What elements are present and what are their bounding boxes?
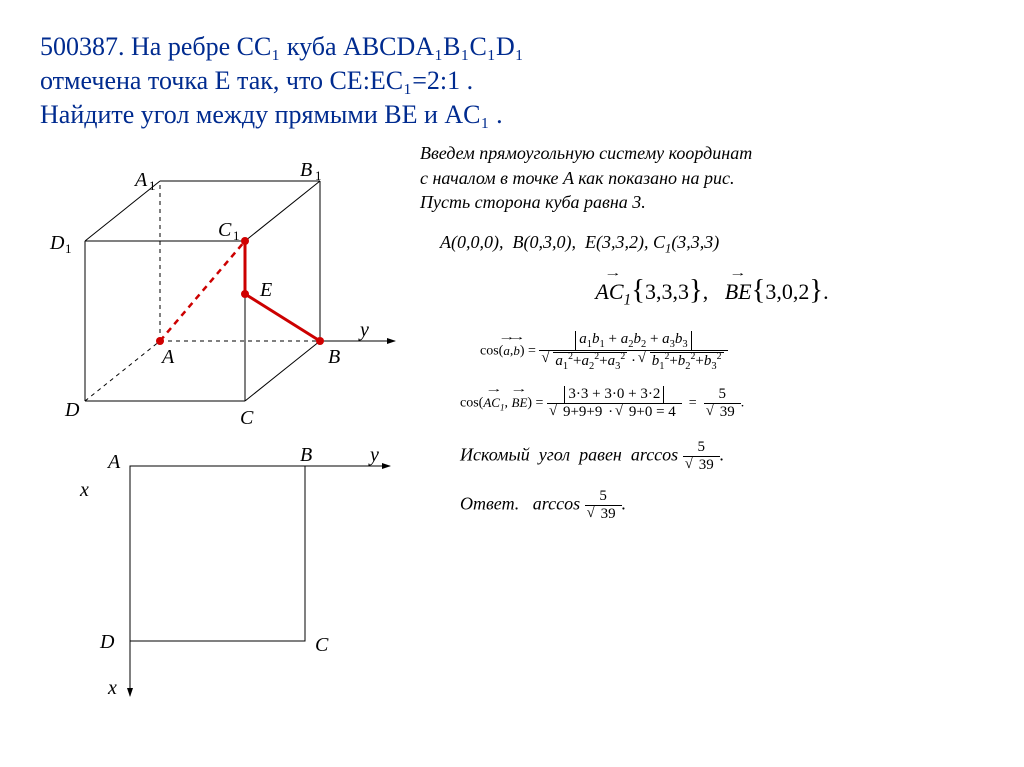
svg-text:1: 1 — [65, 241, 72, 256]
svg-text:1: 1 — [315, 168, 322, 183]
square-diagram: A B C D y x x — [40, 436, 410, 706]
svg-text:A: A — [106, 451, 121, 473]
points-coordinates: A(0,0,0), B(0,3,0), E(3,3,2), C1(3,3,3) — [420, 232, 984, 257]
svg-text:D: D — [64, 399, 80, 421]
svg-text:A: A — [160, 346, 175, 368]
problem-line2: отмечена точка E так, что CE:EC₁=2:1 . — [40, 66, 473, 95]
svg-text:B: B — [328, 346, 340, 368]
cube-diagram: A1 B1 C1 D1 A B C D E y — [40, 141, 410, 431]
svg-text:1: 1 — [149, 178, 156, 193]
svg-text:A: A — [133, 169, 148, 191]
svg-text:B: B — [300, 444, 312, 466]
svg-text:x: x — [107, 677, 117, 699]
svg-text:y: y — [368, 444, 379, 466]
cos-formula: cos(a,b) = a1b1 + a2b2 + a3b3 a12+a22+a3… — [420, 331, 984, 372]
svg-text:x: x — [79, 479, 89, 501]
diagrams-column: A1 B1 C1 D1 A B C D E y A B C D y — [40, 141, 410, 711]
svg-text:C: C — [240, 407, 254, 429]
problem-statement: 500387. На ребре CC₁ куба ABCDA₁B₁C₁D₁ о… — [40, 30, 984, 131]
answer-angle: Искомый угол равен arccos 5 39 . — [420, 439, 984, 474]
problem-line3: Найдите угол между прямыми BE и AC₁ . — [40, 100, 503, 129]
problem-line1: . На ребре CC₁ куба ABCDA₁B₁C₁D₁ — [118, 32, 524, 61]
solution-column: Введем прямоугольную систему координат с… — [420, 141, 984, 711]
vectors-line: AC13,3,3, BE3,0,2. — [420, 275, 984, 309]
svg-text:C: C — [218, 219, 232, 241]
svg-text:D: D — [99, 631, 115, 653]
svg-text:B: B — [300, 159, 312, 181]
svg-text:E: E — [259, 279, 272, 301]
final-answer: Ответ. arccos 5 39 . — [420, 488, 984, 523]
svg-text:D: D — [49, 232, 65, 254]
problem-number: 500387 — [40, 32, 118, 61]
cos-calculation: cos(AC1, BE) = 3·3 + 3·0 + 3·2 9+9+9 · 9… — [420, 386, 984, 421]
svg-text:y: y — [358, 319, 369, 341]
svg-text:C: C — [315, 634, 329, 656]
svg-text:1: 1 — [233, 228, 240, 243]
intro-text: Введем прямоугольную систему координат с… — [420, 141, 984, 214]
